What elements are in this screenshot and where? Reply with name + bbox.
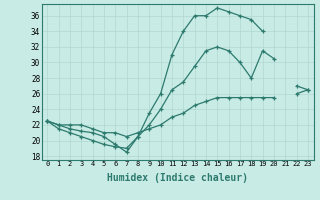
X-axis label: Humidex (Indice chaleur): Humidex (Indice chaleur) bbox=[107, 173, 248, 183]
